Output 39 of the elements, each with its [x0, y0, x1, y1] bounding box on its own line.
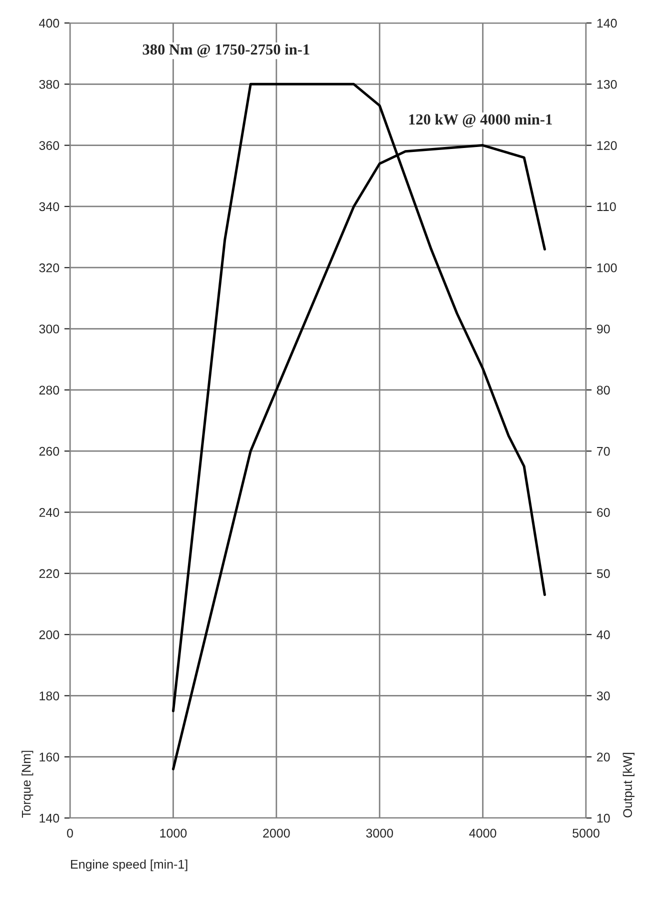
y-tick-label: 400 [39, 18, 60, 28]
x-tick-label: 1000 [160, 828, 187, 838]
y2-tick-label: 90 [597, 324, 610, 334]
y-tick-label: 300 [39, 324, 60, 334]
y2-tick-label: 140 [597, 18, 617, 28]
y-tick-label: 220 [39, 569, 60, 578]
y2-tick-label: 130 [597, 80, 617, 89]
y2-tick-label: 120 [597, 141, 617, 150]
y2-tick-label: 30 [596, 691, 610, 700]
x-tick-label: 0 [67, 828, 73, 838]
y2-tick-label: 100 [597, 263, 617, 272]
y-tick-label: 180 [40, 691, 60, 700]
x-tick-label: 4000 [469, 828, 496, 838]
y-tick-label: 200 [39, 630, 60, 640]
y2-tick-label: 10 [597, 814, 610, 823]
y2-tick-label: 20 [597, 752, 610, 762]
y-tick-label: 340 [39, 202, 60, 212]
x-axis-title: Engine speed [min-1] [71, 860, 188, 872]
y-tick-label: 240 [39, 508, 60, 517]
y2-axis-title: Output [kW] [622, 752, 634, 818]
y2-tick-label: 70 [597, 446, 610, 456]
y-tick-label: 320 [39, 263, 60, 272]
y-tick-label: 260 [39, 446, 60, 456]
y-tick-label: 160 [40, 752, 60, 762]
annotation: 120 kW @ 4000 min-1 [409, 114, 552, 128]
y-tick-label: 380 [39, 80, 60, 89]
y2-tick-label: 40 [596, 630, 610, 640]
y-tick-label: 360 [39, 141, 60, 150]
x-tick-label: 5000 [572, 828, 600, 838]
y-axis-title: Torque [Nm] [22, 750, 34, 818]
annotation: 380 Nm @ 1750-2750 in-1 [142, 44, 310, 58]
y2-tick-label: 110 [597, 202, 616, 212]
y-tick-label: 140 [40, 814, 60, 823]
y2-tick-label: 50 [596, 569, 610, 578]
y2-tick-label: 60 [597, 508, 610, 517]
x-tick-label: 3000 [366, 828, 394, 838]
x-tick-label: 2000 [263, 828, 290, 838]
y2-tick-label: 80 [596, 386, 610, 395]
y-tick-label: 280 [39, 386, 60, 395]
